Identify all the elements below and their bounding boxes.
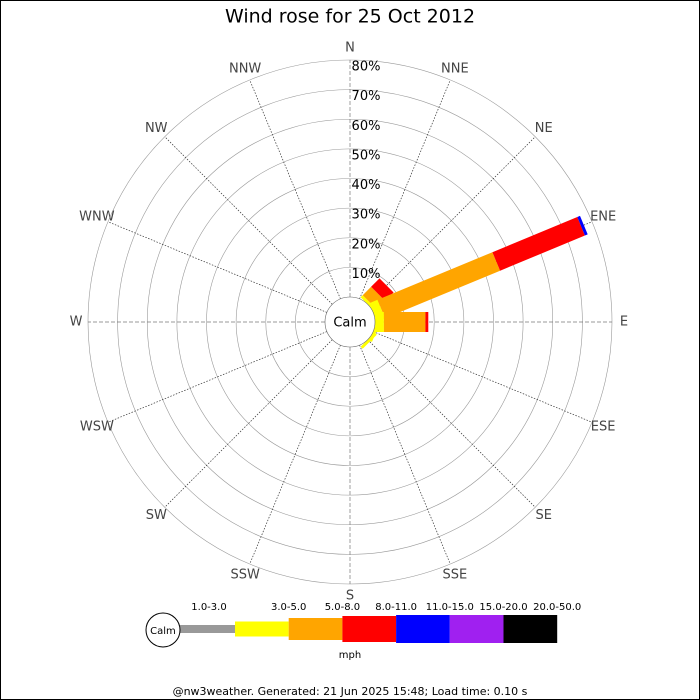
legend-swatch [342,616,397,642]
direction-label: NNW [229,61,261,76]
direction-label: NNE [441,61,469,76]
direction-label: SSW [230,568,260,583]
direction-label: NE [535,121,553,136]
bar-segment [492,217,585,271]
grid-ring [206,178,494,466]
direction-label: SW [146,508,167,523]
direction-label: W [70,315,83,330]
legend-swatch [503,615,558,643]
legend-swatch [180,625,235,633]
direction-label: WSW [80,419,114,434]
legend-label: 1.0-3.0 [191,602,226,613]
calm-label: Calm [333,316,366,331]
grid-ring [176,148,524,496]
direction-label: ENE [590,210,616,225]
footer: @nw3weather. Generated: 21 Jun 2025 15:4… [173,685,528,698]
bar-segment [577,215,588,236]
direction-label: SSE [442,568,467,583]
r-tick-label: 80% [352,60,381,75]
direction-label: WNW [79,210,115,225]
legend-label: 8.0-11.0 [375,602,417,613]
legend-swatch [288,618,343,640]
spoke [367,136,536,305]
spoke [107,331,328,423]
bar-segment [371,278,394,301]
legend-label: 11.0-15.0 [426,602,474,613]
spoke [367,339,536,508]
grid-ring [265,237,435,407]
spoke [249,344,341,565]
bar-segment [425,312,429,332]
legend-calm-circle [145,612,181,648]
calm-circle [324,296,376,348]
spoke [249,79,341,300]
spoke [107,221,328,313]
bar-segment [377,252,501,319]
r-tick-label: 30% [352,208,381,223]
r-tick-label: 70% [352,89,381,104]
legend-label: 20.0-50.0 [533,602,581,613]
direction-label: NW [145,121,168,136]
direction-label: E [620,315,628,330]
legend-swatch [396,615,450,643]
legend-swatch [449,615,504,643]
direction-label: SE [536,508,552,523]
direction-label: S [346,589,354,604]
chart-title: Wind rose for 25 Oct 2012 [225,6,475,28]
bar-segment [383,312,426,332]
grid-ring [235,207,465,437]
r-tick-label: 60% [352,119,381,134]
r-tick-label: 40% [352,178,381,193]
direction-label: N [345,41,355,56]
legend-swatch [235,621,289,637]
legend-label: 5.0-8.0 [325,602,360,613]
legend-calm-label: Calm [150,626,176,637]
spoke [359,79,451,300]
spoke [359,344,451,565]
legend-unit: mph [339,650,361,661]
spoke [372,331,593,423]
r-tick-label: 10% [352,267,381,282]
bar-segment [360,332,377,349]
legend-label: 3.0-5.0 [271,602,306,613]
r-tick-label: 50% [352,148,381,163]
direction-label: ESE [591,419,616,434]
spoke [164,339,333,508]
r-tick-label: 20% [352,237,381,252]
spoke [164,136,333,305]
legend-label: 15.0-20.0 [479,602,527,613]
